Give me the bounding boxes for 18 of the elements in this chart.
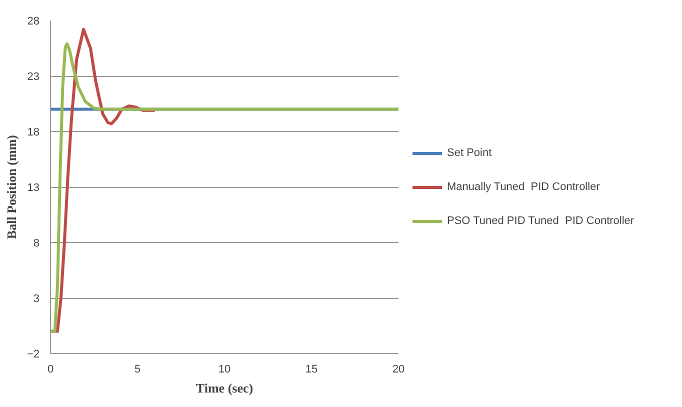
legend-label: PSO Tuned PID Tuned PID Controller	[447, 214, 634, 226]
y-tick-label: 28	[27, 16, 40, 28]
y-tick-label: 18	[27, 126, 40, 138]
y-axis-title: Ball Position (mm)	[4, 134, 19, 239]
x-tick-label: 20	[392, 364, 405, 376]
line-series	[50, 42, 398, 333]
legend-label: Manually Tuned PID Controller	[447, 180, 600, 192]
x-axis-title: Time (sec)	[196, 380, 254, 396]
y-tick-label: −2	[26, 348, 40, 360]
x-tick-label: 10	[218, 364, 231, 376]
legend-label: Set Point	[447, 146, 492, 158]
x-tick-label: 15	[305, 364, 318, 376]
y-tick-label: 23	[27, 71, 40, 83]
y-tick-label: 3	[33, 293, 40, 305]
y-tick-label: 13	[27, 182, 40, 194]
x-tick-label: 0	[47, 364, 54, 376]
y-tick-label: 8	[33, 238, 40, 250]
x-tick-label: 5	[134, 364, 141, 376]
